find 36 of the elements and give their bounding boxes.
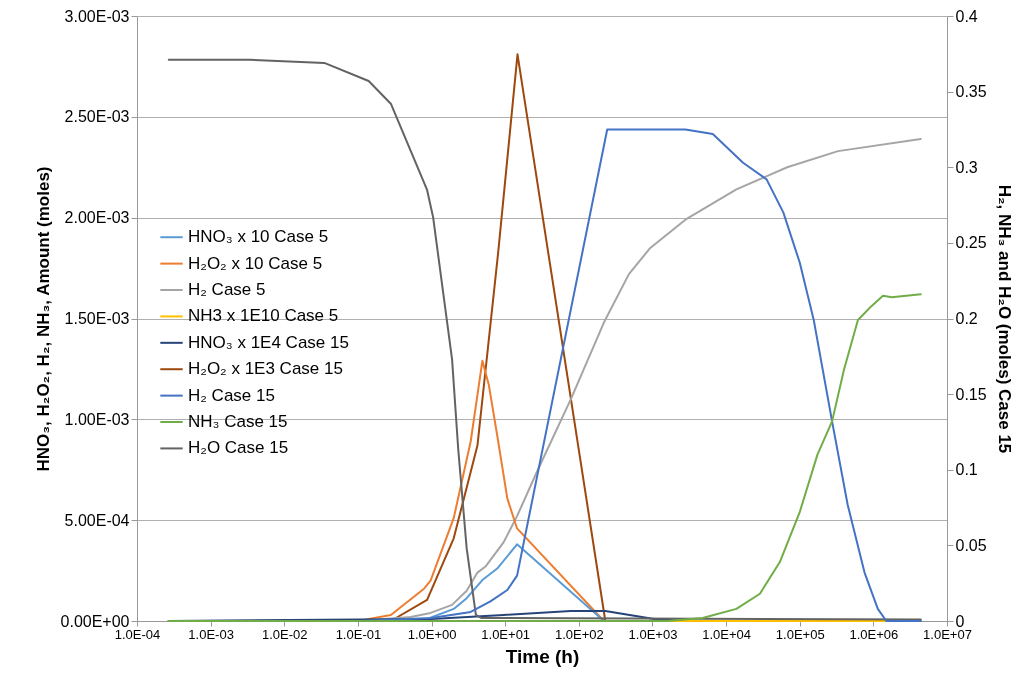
y-tick-label: 5.00E-04 [64, 511, 130, 529]
y2-tick-label: 0.3 [955, 158, 978, 176]
x-tick-label: 1.0E+04 [702, 626, 751, 642]
y2-tick-label: 0.15 [955, 385, 987, 403]
y-tick-label: 1.50E-03 [64, 310, 130, 327]
x-tick-label: 1.0E+02 [554, 626, 604, 642]
legend-label: HNO₃ x 10 Case 5 [188, 227, 329, 247]
y2-axis-title: H₂, NH₃ and H₂O (moles) Case 15 [994, 184, 1014, 454]
x-tick-label: 1.0E+06 [849, 626, 899, 642]
y2-tick-label: 0.35 [955, 83, 987, 101]
y-tick-label: 2.00E-03 [64, 209, 130, 227]
y2-tick-label: 0.25 [955, 234, 987, 252]
y2-tick-label: 0.05 [955, 536, 987, 554]
legend-label: H₂O₂ x 10 Case 5 [188, 253, 323, 273]
y2-tick-label: 0.4 [955, 7, 978, 25]
y-tick-label: 3.00E-03 [64, 7, 130, 25]
x-tick-label: 1.0E-01 [335, 626, 382, 642]
y2-tick-label: 0.1 [955, 461, 978, 479]
legend-label: HNO₃ x 1E4 Case 15 [188, 332, 349, 352]
y2-tick-label: 0.2 [955, 310, 978, 327]
legend-label: H₂ Case 15 [188, 385, 275, 405]
legend-label: H₂O₂ x 1E3 Case 15 [188, 359, 343, 379]
x-tick-label: 1.0E+00 [407, 626, 457, 642]
x-tick-label: 1.0E+05 [775, 626, 825, 642]
y-tick-label: 2.50E-03 [64, 108, 130, 126]
x-tick-label: 1.0E+01 [481, 626, 531, 642]
x-tick-label: 1.0E-02 [262, 626, 308, 642]
legend-label: H₂ Case 5 [188, 280, 266, 300]
x-axis-title: Time (h) [505, 645, 580, 667]
y-axis-title: HNO₃, H₂O₂, H₂, NH₃, Amount (moles) [33, 166, 53, 472]
legend-label: NH3 x 1E10 Case 5 [188, 306, 339, 326]
x-tick-label: 1.0E-03 [188, 626, 234, 642]
y-tick-label: 1.00E-03 [64, 410, 130, 428]
legend-label: NH₃ Case 15 [188, 412, 288, 432]
x-tick-label: 1.0E+03 [628, 626, 678, 642]
legend-label: H₂O Case 15 [188, 438, 289, 458]
